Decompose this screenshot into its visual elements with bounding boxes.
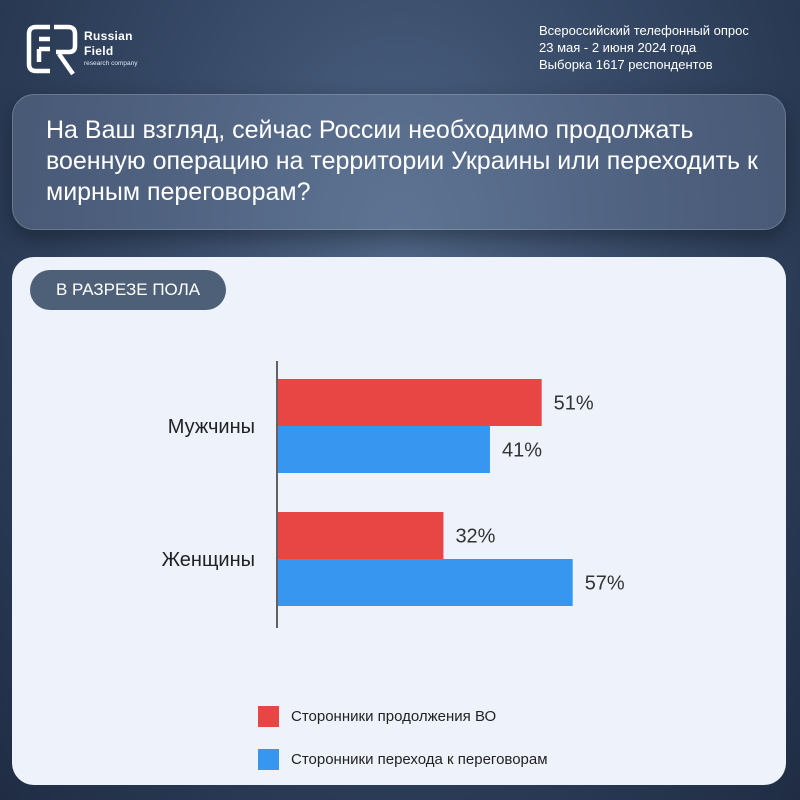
chart-panel: В РАЗРЕЗЕ ПОЛА Мужчины 51% 41% Женщины 32% 57…	[12, 257, 786, 785]
legend-swatch-blue	[258, 748, 279, 770]
survey-type: Всероссийский телефонный опрос	[539, 23, 749, 38]
brand-line-3: research company	[84, 60, 138, 67]
legend-swatch-red	[258, 705, 279, 727]
legend-item-continue: Сторонники продолжения ВО	[258, 705, 548, 727]
category-label: Мужчины	[168, 416, 255, 438]
bar-value-label: 51%	[554, 393, 594, 415]
bar-value-label: 32%	[455, 526, 495, 548]
bar	[278, 426, 490, 473]
bar	[278, 379, 542, 426]
bar	[278, 512, 444, 559]
brand-line-2: Field	[84, 44, 114, 58]
brand-line-1: Russian	[84, 29, 133, 43]
legend-label-continue: Сторонники продолжения ВО	[291, 707, 497, 725]
bar-chart: Мужчины 51% 41% Женщины 32% 57%	[162, 361, 625, 628]
legend-label-negotiate: Сторонники перехода к переговорам	[291, 750, 548, 768]
survey-dates: 23 мая - 2 июня 2024 года	[539, 40, 697, 55]
question-text: На Ваш взгляд, сейчас России необходимо …	[46, 116, 758, 206]
section-tag: В РАЗРЕЗЕ ПОЛА	[30, 270, 227, 310]
russian-field-logo-icon	[26, 24, 78, 76]
brand-name: Russian Field research company	[84, 29, 137, 69]
bar	[278, 559, 573, 606]
bar-value-label: 57%	[585, 573, 625, 595]
survey-info: Всероссийский телефонный опрос 23 мая - …	[539, 22, 749, 73]
chart-legend: Сторонники продолжения ВО Сторонники пер…	[258, 705, 548, 791]
bar-value-label: 41%	[502, 440, 542, 462]
legend-item-negotiate: Сторонники перехода к переговорам	[258, 748, 548, 770]
question-box: На Ваш взгляд, сейчас России необходимо …	[12, 94, 786, 230]
category-label: Женщины	[162, 549, 255, 571]
survey-sample: Выборка 1617 респондентов	[539, 57, 713, 72]
